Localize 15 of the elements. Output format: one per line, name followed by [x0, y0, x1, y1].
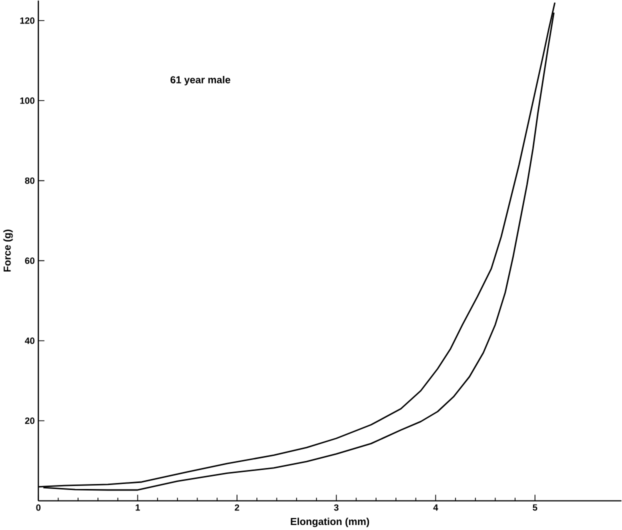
y-tick-label: 20	[25, 417, 34, 424]
y-axis-title: Force (g)	[3, 229, 13, 272]
y-tick-label: 120	[20, 17, 34, 24]
x-tick-label: 5	[532, 504, 538, 510]
annotation: 61 year male	[170, 76, 230, 86]
y-tick-label: 100	[20, 97, 34, 104]
y-tick-label: 40	[24, 337, 34, 344]
x-tick-label: 3	[334, 504, 339, 511]
x-tick-label: 0	[36, 504, 41, 511]
x-tick-label: 4	[433, 504, 438, 510]
y-tick-label: 80	[25, 177, 34, 184]
x-axis-title: Elongation (mm)	[290, 517, 370, 527]
x-tick-label: 1	[136, 504, 140, 510]
y-tick-label: 60	[25, 257, 34, 264]
x-tick-label: 2	[234, 504, 240, 510]
